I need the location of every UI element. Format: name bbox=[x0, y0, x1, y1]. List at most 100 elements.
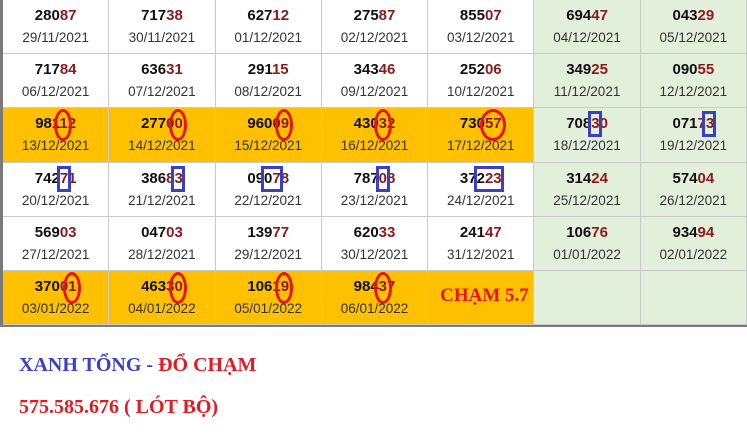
result-date: 31/12/2021 bbox=[446, 246, 515, 262]
digit: 7 bbox=[697, 115, 706, 133]
result-number-value: 93494 bbox=[672, 224, 714, 241]
digit: 0 bbox=[370, 223, 379, 241]
result-cell: 93494 02/01/2022 bbox=[640, 216, 747, 271]
digit: 3 bbox=[459, 169, 469, 187]
digit: 7 bbox=[34, 169, 44, 187]
lot-bo-text: 575.585.676 ( LÓT BỘ) bbox=[19, 396, 219, 418]
result-date: 25/12/2021 bbox=[553, 192, 621, 208]
result-number: 27700 bbox=[109, 109, 214, 142]
digit: 1 bbox=[68, 277, 77, 295]
digit: 1 bbox=[247, 277, 256, 295]
result-number: 37001 bbox=[3, 271, 108, 304]
digit: 0 bbox=[370, 115, 379, 133]
digit: 2 bbox=[255, 7, 265, 24]
digit: 0 bbox=[476, 115, 485, 133]
digit: 3 bbox=[174, 223, 183, 241]
digit: 0 bbox=[59, 277, 69, 295]
result-number-value: 62033 bbox=[354, 224, 396, 241]
result-number: 85507 bbox=[428, 7, 533, 24]
digit: 2 bbox=[141, 115, 150, 133]
result-cell: 62712 01/12/2021 bbox=[215, 0, 322, 55]
result-number: 98112 bbox=[3, 109, 108, 142]
result-number: 04703 bbox=[109, 224, 214, 241]
result-number-value: 46330 bbox=[141, 271, 188, 304]
result-date: 11/12/2021 bbox=[553, 84, 621, 100]
digit: 4 bbox=[68, 61, 77, 79]
result-date: 03/01/2022 bbox=[21, 300, 90, 316]
result-date: 02/01/2022 bbox=[659, 246, 728, 262]
digit: 0 bbox=[599, 115, 608, 133]
result-number: 38683 bbox=[109, 165, 214, 192]
digit: 4 bbox=[689, 223, 698, 241]
digit: 7 bbox=[149, 115, 158, 133]
digit: 4 bbox=[680, 7, 690, 24]
result-cell: 73057 17/12/2021 bbox=[428, 108, 535, 163]
result-cell: 27587 02/12/2021 bbox=[321, 0, 429, 55]
result-cell bbox=[640, 270, 747, 325]
digit: 6 bbox=[582, 223, 592, 241]
digit: 6 bbox=[566, 7, 575, 24]
result-cell: 69447 04/12/2021 bbox=[534, 0, 641, 55]
result-cell: 62033 30/12/2021 bbox=[321, 216, 429, 271]
result-number: 74271 bbox=[3, 165, 108, 192]
digit: 3 bbox=[174, 169, 183, 187]
result-date: 29/12/2021 bbox=[234, 246, 302, 262]
result-cell bbox=[534, 270, 641, 325]
digit: 0 bbox=[264, 115, 273, 133]
result-cell: 04329 05/12/2021 bbox=[640, 0, 747, 55]
digit: 5 bbox=[280, 61, 289, 79]
digit: 2 bbox=[476, 61, 485, 79]
result-number: 28087 bbox=[3, 7, 108, 24]
result-number-value: 34925 bbox=[566, 61, 608, 78]
digit: 2 bbox=[476, 169, 485, 187]
digit: 9 bbox=[264, 223, 273, 241]
digit: 4 bbox=[689, 169, 698, 187]
digit: 6 bbox=[493, 61, 502, 79]
digit: 4 bbox=[484, 223, 494, 241]
digit: 7 bbox=[68, 7, 77, 24]
digit: 3 bbox=[705, 115, 715, 133]
result-number: 09055 bbox=[641, 61, 746, 78]
result-number: 37223 bbox=[428, 165, 533, 192]
digit: 1 bbox=[271, 61, 281, 79]
digit: 2 bbox=[591, 61, 600, 79]
result-cell: 46330 04/01/2022 bbox=[109, 270, 216, 325]
digit: 0 bbox=[672, 7, 681, 24]
digit: 4 bbox=[582, 7, 592, 24]
result-date: 22/12/2021 bbox=[234, 192, 302, 208]
digit: 8 bbox=[459, 7, 469, 24]
result-cell: 38683 21/12/2021 bbox=[109, 162, 216, 217]
result-cell: 34925 11/12/2021 bbox=[534, 54, 641, 109]
digit: 9 bbox=[697, 223, 706, 241]
digit: 6 bbox=[149, 277, 158, 295]
result-date: 13/12/2021 bbox=[21, 138, 90, 154]
digit: 2 bbox=[387, 115, 396, 133]
digit: 4 bbox=[705, 223, 715, 241]
result-cell: 09078 22/12/2021 bbox=[215, 162, 322, 217]
digit: 8 bbox=[43, 7, 52, 24]
result-number-value: 96009 bbox=[247, 109, 294, 142]
digit: 1 bbox=[566, 223, 575, 241]
result-number: 70830 bbox=[534, 111, 639, 138]
digit: 4 bbox=[149, 223, 158, 241]
digit: 3 bbox=[378, 115, 387, 133]
result-cell: 43032 16/12/2021 bbox=[321, 108, 429, 163]
digit: 2 bbox=[247, 61, 257, 79]
digit: 8 bbox=[43, 115, 52, 133]
result-number: 71738 bbox=[109, 7, 214, 24]
result-number-value: 25206 bbox=[460, 61, 502, 78]
result-number: 34346 bbox=[322, 61, 427, 78]
result-cell: 31424 25/12/2021 bbox=[534, 162, 641, 217]
result-date: 10/12/2021 bbox=[446, 84, 515, 100]
result-cell: 78708 23/12/2021 bbox=[321, 162, 429, 217]
digit: 8 bbox=[378, 7, 387, 24]
result-number-value: 78708 bbox=[354, 165, 395, 192]
result-number-value: 31424 bbox=[566, 170, 608, 187]
result-number: 56903 bbox=[3, 224, 108, 241]
digit: 2 bbox=[34, 7, 44, 24]
digit: 7 bbox=[566, 115, 575, 133]
digit: 9 bbox=[574, 7, 583, 24]
digit: 0 bbox=[174, 277, 183, 295]
digit: 7 bbox=[493, 223, 502, 241]
digit: 3 bbox=[68, 223, 77, 241]
